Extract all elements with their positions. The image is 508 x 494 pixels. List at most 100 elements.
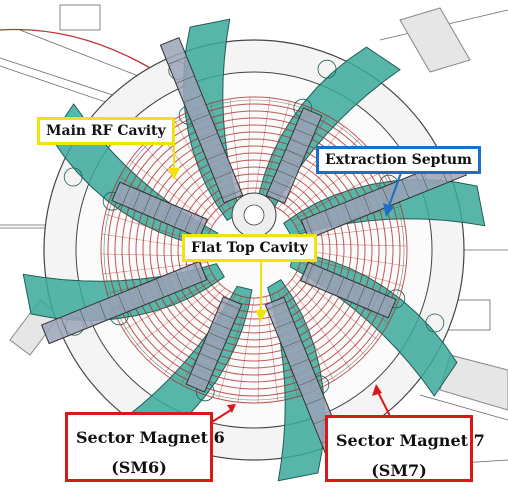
- coil-ring: [142, 138, 366, 362]
- cavity-arm-segment: [272, 180, 292, 189]
- cavity-arm-segment: [79, 309, 88, 329]
- coil-tie: [282, 287, 335, 381]
- flat-top-arrowhead: [255, 310, 267, 322]
- cavity-arm-segment: [297, 378, 317, 387]
- coil-tie: [301, 256, 403, 286]
- cavity-arm-segment: [156, 278, 165, 298]
- cavity-arm-segment: [305, 218, 314, 237]
- cavity-arm-segment: [276, 169, 296, 179]
- cavity-arm-body: [40, 260, 208, 345]
- coil-tie: [134, 283, 221, 347]
- rail-tracks: [9, 7, 508, 411]
- cavity-arm-segment: [420, 171, 429, 191]
- cavity-arm-8: [111, 181, 208, 239]
- cavity-arm-7: [185, 296, 243, 393]
- extraction-arrow-line: [388, 169, 403, 207]
- cavity-arm-segment: [367, 290, 376, 310]
- sector-magnet-7-name: Sector Magnet 7: [336, 431, 485, 450]
- sector-magnet-6-name: Sector Magnet 6: [76, 428, 225, 447]
- cavity-arm-segment: [362, 194, 372, 214]
- coil-tie: [266, 296, 279, 402]
- coil-tie: [277, 126, 345, 209]
- cavity-arm-body: [111, 181, 208, 239]
- cavity-arm-segment: [199, 352, 218, 362]
- cavity-arm-segment: [194, 217, 203, 236]
- flat-top-cavity-label: Flat Top Cavity: [182, 234, 317, 262]
- coil-ring: [121, 117, 387, 383]
- cavity-arm-4: [40, 260, 208, 345]
- coil-ring: [135, 131, 373, 369]
- cavity-arm-segment: [324, 210, 333, 230]
- cavity-arm-segment: [222, 190, 241, 199]
- cavity-arm-segment: [191, 113, 211, 122]
- coil-ring: [114, 110, 394, 390]
- coil-tie: [291, 169, 385, 222]
- cavity-arm-segment: [194, 363, 214, 372]
- cavity-arms: [40, 36, 468, 464]
- cavity-arm-body: [159, 36, 244, 204]
- cavity-arm-segment: [117, 293, 126, 313]
- cavity-arm-segment: [190, 373, 210, 382]
- cavity-arm-segment: [315, 268, 324, 288]
- sm6-arrowhead: [227, 404, 236, 413]
- cavity-arm-segment: [285, 149, 305, 158]
- sector-bolt: [63, 167, 83, 187]
- cavity-arm-segment: [356, 286, 366, 305]
- sector-magnet-7-label: Sector Magnet 7 (SM7): [325, 415, 485, 482]
- cavity-arm-body: [300, 261, 397, 319]
- coil-tie: [229, 98, 242, 204]
- cavity-arm-segment: [153, 199, 162, 219]
- main-rf-arrowhead: [168, 168, 180, 180]
- cavity-arm-segment: [194, 263, 203, 282]
- coil-tie: [163, 291, 231, 374]
- coil-tie: [300, 225, 406, 238]
- cavity-arm-segment: [184, 212, 193, 232]
- coil-tie: [295, 273, 378, 341]
- coil-tie: [291, 278, 366, 356]
- cavity-arm-segment: [98, 301, 107, 321]
- cavity-arm-body: [185, 296, 243, 393]
- cavity-arm-segment: [122, 186, 131, 206]
- cavity-arm-segment: [216, 311, 236, 320]
- cavity-arm-segment: [267, 301, 286, 310]
- sector-magnet-6-code: (SM6): [111, 458, 167, 477]
- coil-tie: [287, 283, 351, 370]
- coil-tie: [148, 287, 226, 362]
- sector-bolt: [425, 313, 445, 333]
- coil-tie: [173, 119, 226, 213]
- cavity-arm-segment: [142, 195, 152, 214]
- cavity-arm-segment: [175, 75, 195, 84]
- cavity-arm-segment: [198, 132, 218, 142]
- cavity-arm-body: [265, 107, 323, 204]
- cavity-arm-segment: [221, 301, 240, 310]
- cavity-arm-segment: [212, 321, 232, 331]
- coil-ring: [107, 103, 401, 397]
- cavity-arm-segment: [281, 159, 300, 168]
- cavity-arm-segment: [132, 190, 141, 210]
- cavity-arm-segment: [168, 56, 187, 65]
- cavity-arm-segment: [346, 281, 355, 301]
- cavity-arm-segment: [305, 397, 325, 406]
- cavity-arm-segment: [382, 187, 391, 207]
- coil-tie: [253, 97, 271, 203]
- cavity-arm-segment: [282, 339, 302, 348]
- coil-tie: [102, 262, 208, 275]
- coil-ring: [170, 166, 338, 334]
- coil-ring: [100, 96, 408, 404]
- cavity-arm-segment: [401, 179, 410, 199]
- main-rf-cavity-label: Main RF Cavity: [37, 117, 175, 145]
- cavity-arm-segment: [136, 286, 146, 306]
- coil-ring: [163, 159, 345, 341]
- coil-ring: [128, 124, 380, 376]
- coil-tie: [247, 97, 251, 203]
- sector-bolt: [317, 59, 337, 79]
- cavity-arm-segment: [206, 152, 226, 161]
- cavity-arm-segment: [274, 320, 294, 329]
- cavity-arm-segment: [268, 190, 287, 199]
- sector-magnet-7-code: (SM7): [371, 461, 427, 480]
- coil-tie: [157, 130, 221, 217]
- cavity-arm-5: [265, 107, 323, 204]
- coil-tie: [260, 101, 290, 203]
- coil-tie: [237, 297, 255, 403]
